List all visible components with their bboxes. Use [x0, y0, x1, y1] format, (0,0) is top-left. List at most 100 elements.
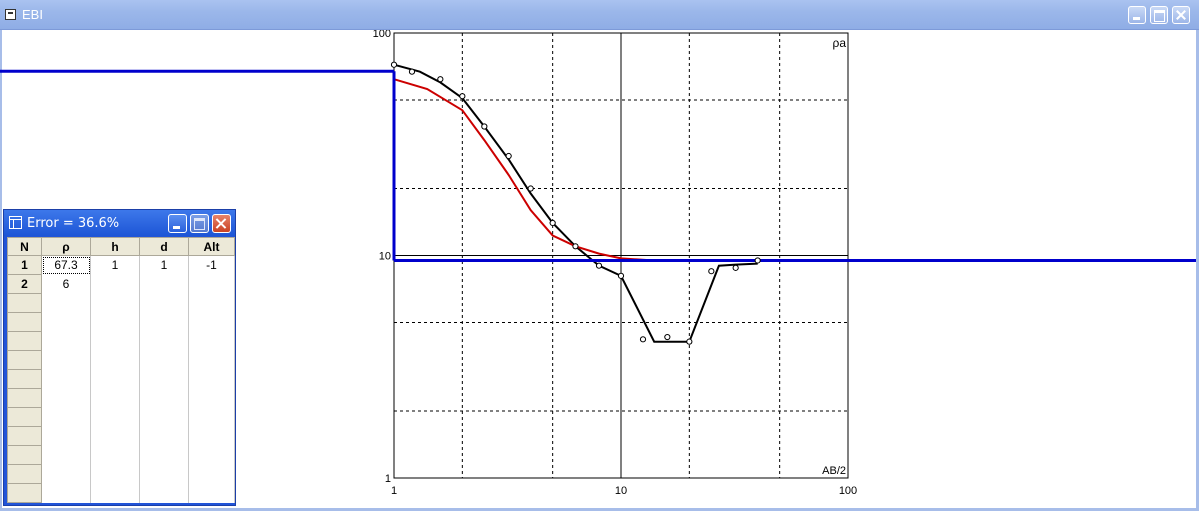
app-icon[interactable]	[5, 9, 16, 20]
cell-rho[interactable]	[41, 312, 91, 332]
cell-alt[interactable]	[188, 369, 235, 389]
table-row[interactable]	[7, 426, 235, 446]
model-close-button[interactable]	[212, 214, 231, 233]
row-number-cell[interactable]: 1	[7, 255, 42, 275]
table-row[interactable]	[7, 445, 235, 465]
row-number-cell[interactable]	[7, 293, 42, 313]
cell-alt[interactable]	[188, 426, 235, 446]
cell-rho[interactable]: 67.3	[41, 255, 91, 275]
cell-alt[interactable]	[188, 331, 235, 351]
cell-rho[interactable]	[41, 407, 91, 427]
cell-h[interactable]	[90, 445, 140, 465]
row-number-cell[interactable]	[7, 350, 42, 370]
cell-d[interactable]	[139, 293, 189, 313]
cell-d[interactable]	[139, 331, 189, 351]
table-row[interactable]: 1 67.3 1 1 -1	[7, 255, 235, 275]
table-icon	[9, 216, 22, 229]
data-point	[617, 272, 625, 279]
cell-alt[interactable]	[188, 274, 235, 294]
cell-h[interactable]: 1	[90, 255, 140, 275]
model-window[interactable]: Error = 36.6% N ρ h d Alt 1 67.3 1 1 -1 2 6	[3, 209, 236, 506]
cell-rho[interactable]	[41, 350, 91, 370]
cell-rho[interactable]	[41, 464, 91, 484]
cell-d[interactable]	[139, 483, 189, 503]
cell-h[interactable]	[90, 293, 140, 313]
cell-h[interactable]	[90, 426, 140, 446]
col-header-d[interactable]: d	[139, 237, 189, 256]
row-number-cell[interactable]	[7, 388, 42, 408]
cell-d[interactable]	[139, 350, 189, 370]
table-row[interactable]	[7, 369, 235, 389]
cell-h[interactable]	[90, 483, 140, 503]
cell-d[interactable]	[139, 445, 189, 465]
cell-d[interactable]	[139, 464, 189, 484]
cell-rho[interactable]	[41, 388, 91, 408]
cell-d[interactable]	[139, 312, 189, 332]
row-number-cell[interactable]	[7, 407, 42, 427]
maximize-button[interactable]	[1150, 6, 1168, 24]
cell-h[interactable]	[90, 312, 140, 332]
cell-alt[interactable]	[188, 293, 235, 313]
cell-h[interactable]	[90, 350, 140, 370]
cell-d[interactable]	[139, 369, 189, 389]
col-header-n[interactable]: N	[7, 237, 42, 256]
cell-alt[interactable]	[188, 312, 235, 332]
minimize-button[interactable]	[1128, 6, 1146, 24]
cell-rho[interactable]	[41, 331, 91, 351]
col-header-alt[interactable]: Alt	[188, 237, 235, 256]
cell-alt[interactable]	[188, 407, 235, 427]
row-number-cell[interactable]	[7, 369, 42, 389]
model-maximize-button[interactable]	[190, 214, 209, 233]
model-minimize-button[interactable]	[168, 214, 187, 233]
data-point	[459, 93, 466, 100]
row-number-cell[interactable]	[7, 464, 42, 484]
table-row[interactable]	[7, 293, 235, 313]
cell-alt[interactable]	[188, 483, 235, 503]
cell-d[interactable]: 1	[139, 255, 189, 275]
table-row[interactable]	[7, 312, 235, 332]
cell-rho[interactable]	[41, 445, 91, 465]
cell-d[interactable]	[139, 426, 189, 446]
cell-d[interactable]	[139, 407, 189, 427]
close-button[interactable]	[1172, 6, 1190, 24]
cell-d[interactable]	[139, 388, 189, 408]
row-number-cell[interactable]	[7, 331, 42, 351]
table-row[interactable]	[7, 350, 235, 370]
row-number-cell[interactable]	[7, 312, 42, 332]
cell-h[interactable]	[90, 464, 140, 484]
cell-alt[interactable]	[188, 350, 235, 370]
col-header-h[interactable]: h	[90, 237, 140, 256]
cell-h[interactable]	[90, 331, 140, 351]
row-number-cell[interactable]	[7, 426, 42, 446]
cell-rho[interactable]	[41, 369, 91, 389]
data-point	[549, 219, 556, 227]
table-body: 1 67.3 1 1 -1 2 6	[7, 255, 235, 503]
row-number-cell[interactable]: 2	[7, 274, 42, 294]
cell-alt[interactable]: -1	[188, 255, 235, 275]
table-row[interactable]	[7, 331, 235, 351]
row-number-cell[interactable]	[7, 445, 42, 465]
cell-d[interactable]	[139, 274, 189, 294]
cell-rho[interactable]	[41, 483, 91, 503]
cell-rho[interactable]	[41, 293, 91, 313]
row-number-cell[interactable]	[7, 483, 42, 503]
table-row[interactable]	[7, 464, 235, 484]
table-row[interactable]	[7, 388, 235, 408]
cell-h[interactable]	[90, 274, 140, 294]
cell-alt[interactable]	[188, 388, 235, 408]
cell-h[interactable]	[90, 388, 140, 408]
cell-h[interactable]	[90, 369, 140, 389]
cell-rho[interactable]: 6	[41, 274, 91, 294]
title-bar: EBI	[0, 0, 1199, 30]
cell-h[interactable]	[90, 407, 140, 427]
sounding-chart[interactable]: 1 10 100 1 10 100 AB/2 ρa	[0, 30, 1196, 508]
cell-rho[interactable]	[41, 426, 91, 446]
cell-alt[interactable]	[188, 445, 235, 465]
table-row[interactable]	[7, 483, 235, 503]
table-row[interactable]	[7, 407, 235, 427]
cell-alt[interactable]	[188, 464, 235, 484]
col-header-rho[interactable]: ρ	[41, 237, 91, 256]
model-table[interactable]: N ρ h d Alt 1 67.3 1 1 -1 2 6	[7, 237, 235, 503]
model-window-title-bar[interactable]: Error = 36.6%	[4, 210, 235, 236]
